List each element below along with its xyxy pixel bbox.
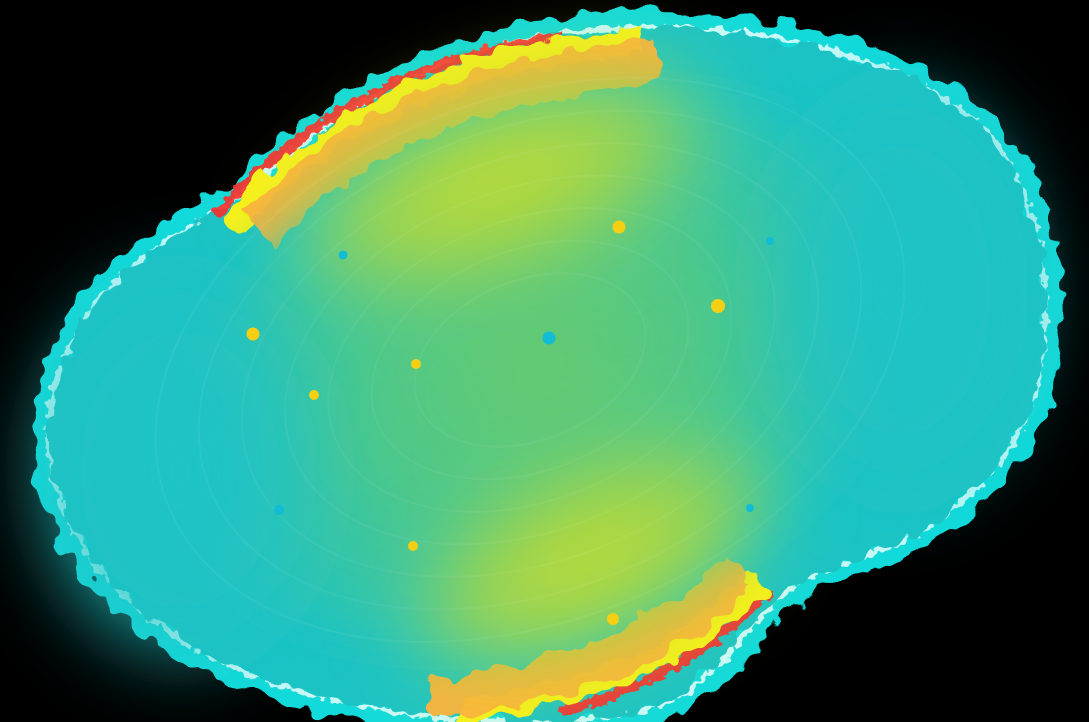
swirl-ring [240, 142, 820, 578]
dot [746, 504, 754, 512]
dot [607, 613, 619, 625]
swirl-ring [327, 207, 733, 513]
red-edge-bottom [558, 586, 774, 717]
lime-zone-bottom [385, 423, 795, 697]
swirl-ring [413, 272, 647, 448]
dot [612, 220, 626, 234]
swirl-ring [197, 109, 863, 611]
swirl-ring [370, 239, 690, 481]
red-edge-top [211, 33, 561, 219]
dot [246, 327, 260, 341]
dot [338, 250, 348, 260]
dot [542, 331, 556, 345]
swirl-ring [154, 77, 906, 643]
dot [411, 359, 421, 369]
teal-zone-left [20, 260, 340, 680]
dot [309, 390, 319, 400]
dot [711, 299, 725, 313]
swirl-ring [284, 174, 776, 546]
lime-zone-top [262, 45, 738, 315]
dot [766, 237, 774, 245]
dot [274, 505, 284, 515]
teal-zone-right [750, 70, 1050, 510]
dot [408, 541, 418, 551]
